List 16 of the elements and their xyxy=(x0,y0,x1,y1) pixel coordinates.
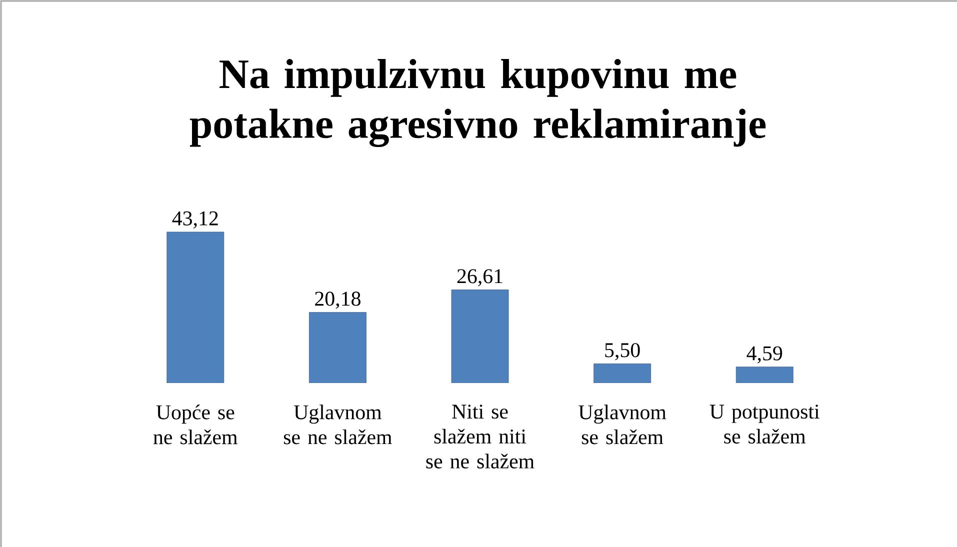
x-tick-label: Uglavnom se slažem xyxy=(578,404,666,444)
x-tick-label: Niti se slažem niti se ne slažem xyxy=(426,404,534,468)
data-label: 43,12 xyxy=(172,211,218,228)
data-label: 4,59 xyxy=(746,346,782,364)
x-tick-label: U potpunosti se slažem xyxy=(710,404,820,444)
bar xyxy=(309,312,366,383)
chart-title: Na impulzivnu kupovinu me potakne agresivno reklamiranje xyxy=(190,58,766,148)
data-label: 20,18 xyxy=(315,292,360,309)
x-tick-label: Uglavnom se ne slažem xyxy=(284,404,392,444)
bar xyxy=(166,232,224,383)
bar xyxy=(594,364,652,383)
x-tick-label: Uopće se ne slažem xyxy=(153,404,238,444)
data-label: 5,50 xyxy=(605,343,640,360)
bar xyxy=(451,290,509,383)
data-label: 26,61 xyxy=(457,269,502,286)
bar xyxy=(736,366,794,383)
